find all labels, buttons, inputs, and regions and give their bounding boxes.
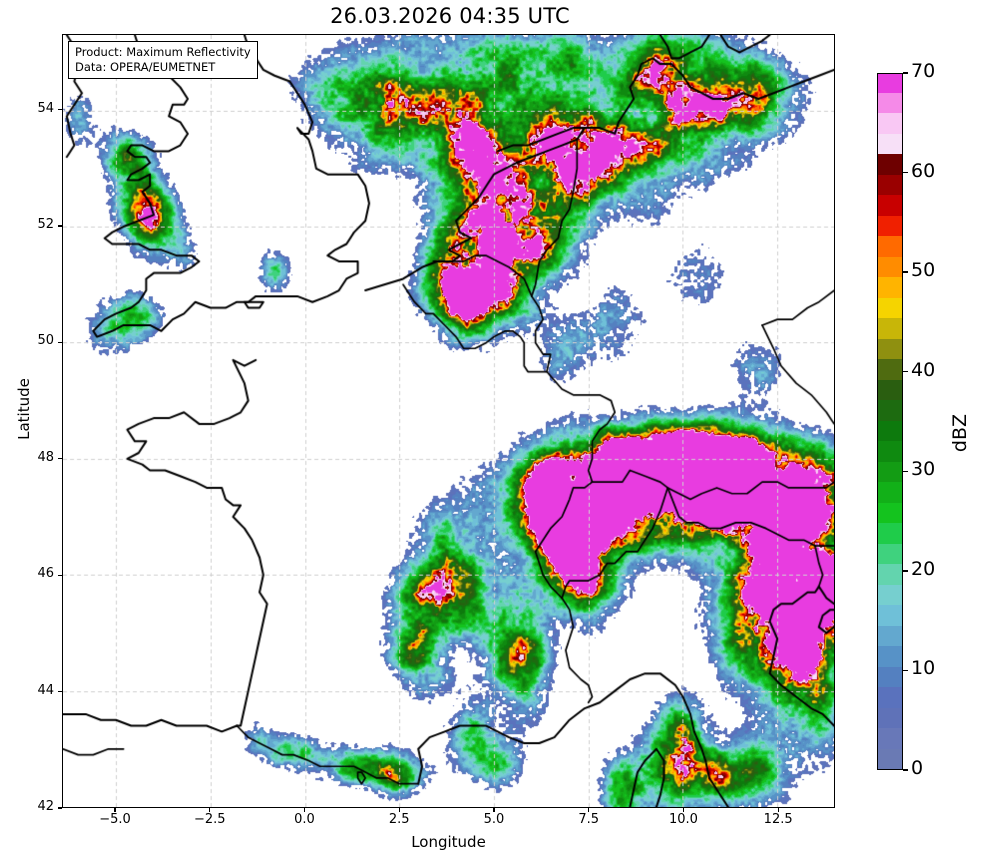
x-tick-label: −5.0 xyxy=(99,812,131,827)
y-tick-label: 46 xyxy=(37,566,54,582)
page-title: 26.03.2026 04:35 UTC xyxy=(330,4,570,28)
colorbar-band xyxy=(878,276,902,298)
x-tick-label: 7.5 xyxy=(578,812,600,827)
colorbar-tick-mark xyxy=(903,669,908,672)
colorbar-tick-mark xyxy=(903,570,908,572)
colorbar-band xyxy=(878,132,902,154)
colorbar-band xyxy=(878,460,902,482)
colorbar-tick-label: 50 xyxy=(911,259,936,282)
y-tick-label: 52 xyxy=(37,217,54,233)
colorbar-label: dBZ xyxy=(949,413,971,453)
colorbar-tick-mark xyxy=(903,72,908,74)
x-tick-label: −2.5 xyxy=(193,812,226,827)
colorbar-tick-label: 10 xyxy=(911,657,936,680)
colorbar-band xyxy=(878,112,902,134)
x-tick-label: 5.0 xyxy=(483,812,505,827)
x-tick-mark xyxy=(398,808,400,812)
colorbar-band xyxy=(878,542,902,564)
colorbar-band xyxy=(878,583,902,605)
colorbar-band xyxy=(878,214,902,236)
y-tick-label: 44 xyxy=(37,682,54,698)
colorbar-tick-label: 70 xyxy=(911,60,936,82)
x-tick-mark xyxy=(209,808,211,812)
map-plot-area[interactable]: Product: Maximum Reflectivity Data: OPER… xyxy=(62,34,835,808)
y-tick-mark xyxy=(58,341,62,344)
annotation-data: Data: OPERA/EUMETNET xyxy=(75,59,216,74)
colorbar-band xyxy=(878,235,902,257)
y-tick-mark xyxy=(58,807,62,809)
y-tick-mark xyxy=(58,458,62,460)
x-tick-mark xyxy=(588,808,590,812)
colorbar-tick-mark xyxy=(903,271,908,273)
x-tick-mark xyxy=(493,808,495,812)
x-tick-mark xyxy=(114,808,116,812)
y-tick-label: 42 xyxy=(37,799,54,814)
coastline-borders-layer xyxy=(63,35,834,807)
colorbar-tick-label: 60 xyxy=(911,159,936,182)
y-tick-mark xyxy=(58,109,62,111)
colorbar-band xyxy=(878,194,902,216)
x-axis-label: Longitude xyxy=(411,833,486,851)
colorbar-band xyxy=(878,481,902,503)
y-tick-mark xyxy=(58,574,62,576)
colorbar-band xyxy=(878,624,902,646)
colorbar-band xyxy=(878,665,902,687)
colorbar-band xyxy=(878,358,902,380)
colorbar-band xyxy=(878,727,902,749)
y-axis-label: Latitude xyxy=(15,378,33,440)
colorbar-band xyxy=(878,173,902,195)
colorbar-band xyxy=(878,91,902,113)
colorbar-band xyxy=(878,378,902,400)
y-tick-label: 48 xyxy=(37,449,54,465)
colorbar-band xyxy=(878,501,902,523)
x-tick-mark xyxy=(303,808,306,812)
y-tick-mark xyxy=(58,225,62,227)
colorbar-band xyxy=(878,317,902,339)
y-tick-label: 50 xyxy=(37,333,54,349)
annotation-product: Product: Maximum Reflectivity xyxy=(75,45,251,59)
colorbar-gradient xyxy=(877,73,903,770)
colorbar-band xyxy=(878,337,902,359)
x-tick-label: 0.0 xyxy=(294,812,315,827)
colorbar-band xyxy=(878,74,902,93)
colorbar-band xyxy=(878,563,902,585)
y-tick-mark xyxy=(58,690,62,693)
colorbar-band xyxy=(878,296,902,318)
colorbar-band xyxy=(878,153,902,175)
colorbar-band xyxy=(878,706,902,728)
colorbar-tick-mark xyxy=(903,171,908,174)
colorbar-band xyxy=(878,686,902,708)
y-tick-label: 54 xyxy=(37,100,54,116)
colorbar-band xyxy=(878,522,902,544)
annotation-box: Product: Maximum Reflectivity Data: OPER… xyxy=(68,41,258,79)
colorbar-tick-label: 20 xyxy=(911,557,936,580)
colorbar-band xyxy=(878,747,902,769)
colorbar-band xyxy=(878,399,902,421)
colorbar-band xyxy=(878,440,902,462)
x-tick-label: 10.0 xyxy=(668,812,698,827)
colorbar-tick-mark xyxy=(903,371,908,373)
x-tick-mark xyxy=(682,808,685,812)
colorbar-tick-mark xyxy=(903,470,908,472)
colorbar-band xyxy=(878,604,902,626)
x-tick-mark xyxy=(777,808,779,812)
colorbar-band xyxy=(878,419,902,441)
x-tick-label: 12.5 xyxy=(763,812,793,827)
colorbar-tick-label: 0 xyxy=(911,757,924,779)
colorbar-tick-mark xyxy=(903,769,908,771)
colorbar xyxy=(877,73,903,770)
x-tick-label: 2.5 xyxy=(388,812,410,827)
colorbar-tick-label: 40 xyxy=(911,358,936,381)
colorbar-tick-label: 30 xyxy=(911,458,936,481)
colorbar-band xyxy=(878,645,902,667)
colorbar-band xyxy=(878,255,902,277)
